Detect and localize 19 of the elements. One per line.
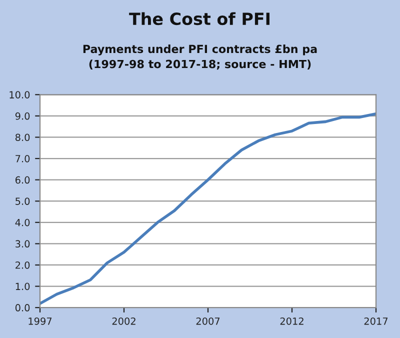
- line-series: [40, 112, 376, 305]
- chart-subtitle: Payments under PFI contracts £bn pa (1997-98 to 2017-18; source - HMT): [83, 44, 317, 70]
- y-tick-label: 7.0: [16, 155, 30, 162]
- y-tick-label: 5.0: [16, 198, 30, 205]
- x-tick-label: 2007: [196, 317, 220, 325]
- y-tick-label: 0.0: [15, 304, 30, 312]
- y-tick-label: 8.0: [15, 134, 30, 142]
- x-tick-label: 1997: [28, 317, 52, 325]
- y-tick-label: 9.0: [15, 112, 30, 120]
- x-tick-label: 2017: [364, 317, 388, 325]
- y-tick-label: 2.0: [16, 261, 30, 269]
- x-tick-label: 2012: [280, 317, 304, 325]
- y-tick-label: 10.0: [10, 91, 30, 98]
- y-tick-label: 3.0: [16, 240, 30, 248]
- y-tick-label: 4.0: [15, 218, 30, 226]
- x-tick-label: 2002: [112, 317, 136, 325]
- chart-title: The Cost of PFI: [129, 12, 270, 26]
- y-tick-label: 1.0: [16, 282, 30, 290]
- y-tick-label: 6.0: [15, 176, 30, 184]
